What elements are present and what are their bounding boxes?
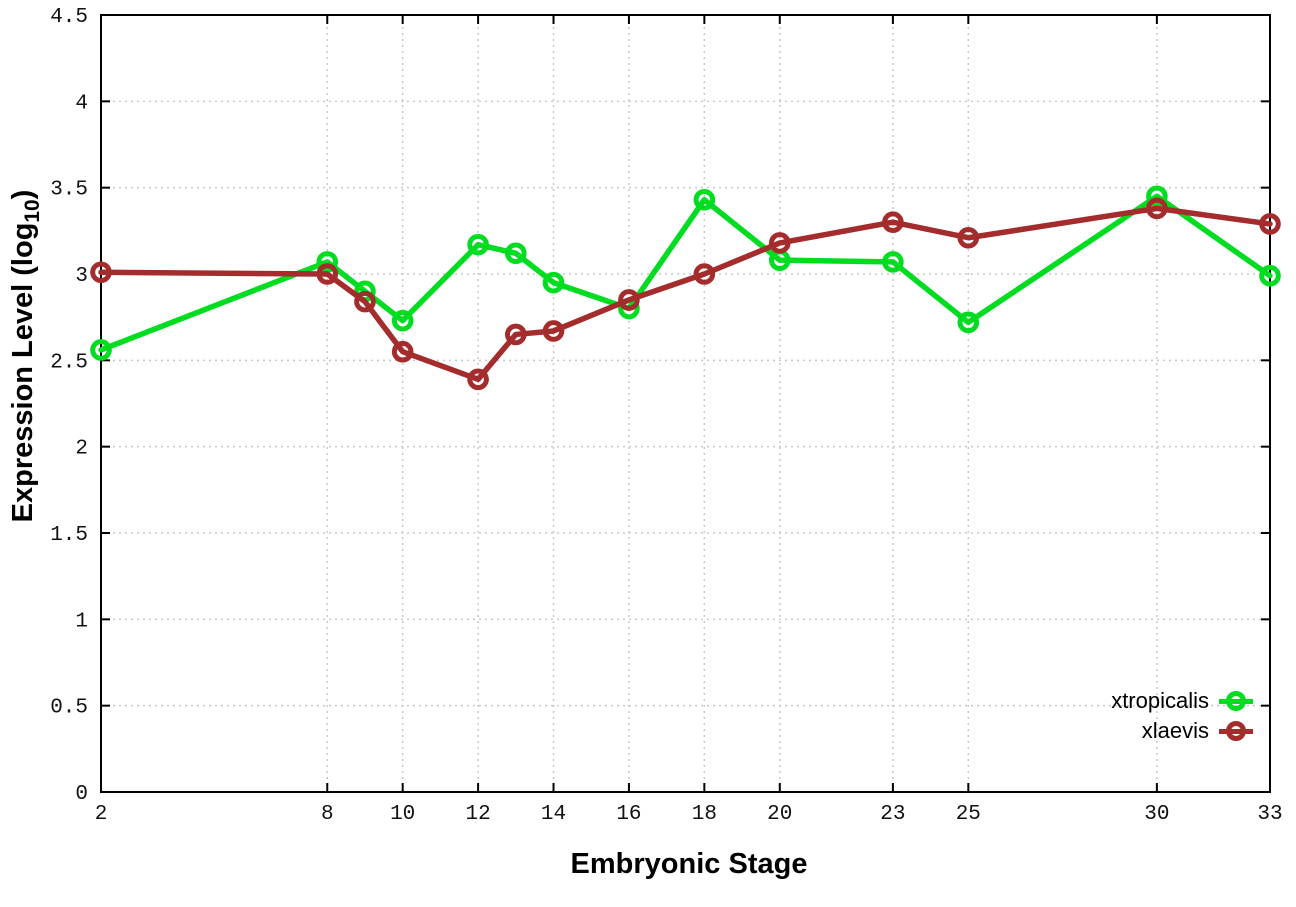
x-tick-label: 16 bbox=[616, 803, 641, 826]
y-axis-title-subscript: 10 bbox=[21, 199, 45, 223]
x-tick-label: 14 bbox=[541, 803, 566, 826]
x-tick-label: 8 bbox=[321, 803, 334, 826]
x-tick-label: 2 bbox=[95, 803, 108, 826]
x-tick-label: 33 bbox=[1257, 803, 1282, 826]
data-point-marker-xtropicalis bbox=[391, 309, 414, 332]
data-point-marker-xtropicalis bbox=[505, 242, 527, 265]
y-axis-title-suffix: ) bbox=[7, 189, 39, 200]
data-point-marker-xlaevis bbox=[768, 232, 791, 254]
y-axis-title-text: Expression Level (log bbox=[7, 222, 39, 523]
x-axis-title: Embryonic Stage bbox=[570, 848, 808, 880]
y-tick-label: 0.5 bbox=[50, 697, 88, 720]
data-point-marker-xtropicalis bbox=[1259, 264, 1281, 287]
data-point-marker-xtropicalis bbox=[693, 188, 716, 211]
plot-border bbox=[100, 14, 1271, 793]
data-point-marker-xlaevis bbox=[1146, 197, 1168, 220]
data-point-marker-xlaevis bbox=[316, 263, 339, 285]
legend-label: xlaevis bbox=[1141, 718, 1209, 743]
legend-entry-xlaevis: xlaevis bbox=[1142, 716, 1253, 746]
legend: xtropicalis xlaevis bbox=[1111, 686, 1253, 746]
x-tick-label: 30 bbox=[1144, 803, 1169, 826]
y-tick-label: 2 bbox=[75, 438, 88, 461]
y-tick-label: 1 bbox=[75, 610, 88, 633]
x-tick-label: 23 bbox=[880, 803, 905, 826]
data-point-marker-xlaevis bbox=[354, 290, 376, 313]
data-point-marker-xlaevis bbox=[542, 320, 565, 342]
y-tick-label: 3 bbox=[75, 265, 88, 288]
y-tick-label: 4 bbox=[75, 92, 88, 115]
x-tick-label: 20 bbox=[767, 803, 792, 826]
series-line-xlaevis bbox=[98, 205, 1273, 383]
data-point-marker-xlaevis bbox=[957, 226, 980, 249]
data-point-marker-xtropicalis bbox=[542, 271, 565, 294]
data-point-marker-xlaevis bbox=[1259, 213, 1281, 235]
data-point-marker-xtropicalis bbox=[90, 339, 112, 361]
data-point-marker-xtropicalis bbox=[957, 311, 980, 334]
data-point-marker-xlaevis bbox=[505, 323, 527, 346]
x-tick-label: 12 bbox=[465, 803, 490, 826]
data-point-marker-xlaevis bbox=[391, 340, 414, 363]
y-tick-label: 4.5 bbox=[50, 6, 88, 29]
data-point-marker-xtropicalis bbox=[1146, 185, 1168, 208]
legend-label: xtropicalis bbox=[1111, 688, 1209, 713]
legend-sample-line-marker-icon bbox=[1219, 718, 1253, 744]
y-axis-title: Expression Level (log10) bbox=[3, 6, 45, 706]
x-tick-label: 25 bbox=[956, 803, 981, 826]
data-point-marker-xtropicalis bbox=[316, 251, 339, 273]
legend-circle-marker-icon bbox=[1226, 691, 1246, 711]
legend-sample-line-marker-icon bbox=[1219, 688, 1253, 714]
data-point-marker-xtropicalis bbox=[882, 251, 904, 273]
y-tick-label: 2.5 bbox=[50, 351, 88, 374]
y-tick-label: 0 bbox=[75, 783, 88, 806]
data-point-marker-xlaevis bbox=[882, 211, 904, 233]
legend-entry-xtropicalis: xtropicalis bbox=[1111, 686, 1253, 716]
data-point-marker-xlaevis bbox=[693, 263, 716, 285]
data-point-marker-xlaevis bbox=[618, 289, 640, 311]
data-point-marker-xtropicalis bbox=[467, 233, 489, 256]
y-tick-label: 3.5 bbox=[50, 179, 88, 202]
y-tick-label: 1.5 bbox=[50, 524, 88, 547]
legend-circle-marker-icon bbox=[1226, 721, 1246, 741]
x-tick-label: 18 bbox=[692, 803, 717, 826]
x-tick-label: 10 bbox=[390, 803, 415, 826]
data-point-marker-xlaevis bbox=[467, 368, 489, 391]
data-point-marker-xlaevis bbox=[90, 261, 112, 284]
